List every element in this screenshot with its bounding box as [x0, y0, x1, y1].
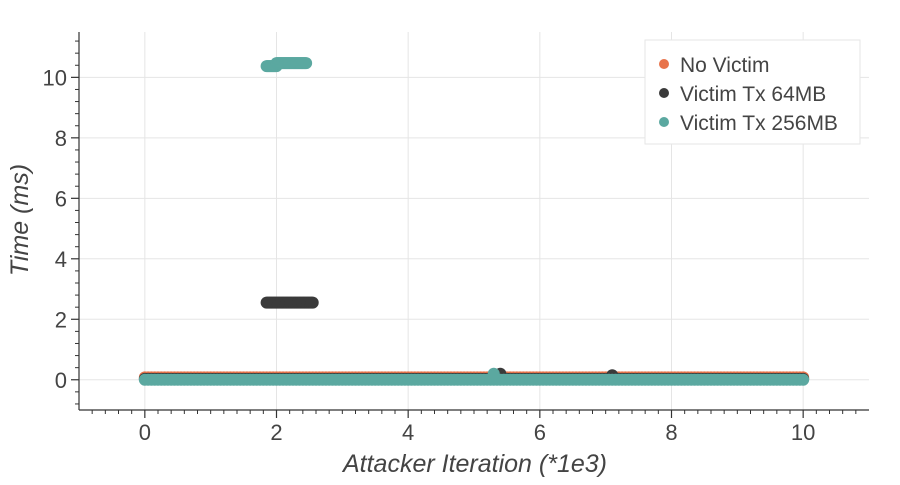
- x-tick-label: 4: [402, 420, 414, 445]
- y-tick-label: 0: [55, 368, 67, 393]
- data-point: [487, 367, 500, 380]
- y-tick-label: 8: [55, 126, 67, 151]
- legend-marker-victim-tx-256mb: [659, 117, 669, 127]
- data-point: [797, 373, 810, 386]
- data-point: [300, 57, 313, 70]
- x-tick-label: 8: [665, 420, 677, 445]
- legend-item-no-victim: No Victim: [659, 54, 769, 77]
- x-axis-label: Attacker Iteration (*1e3): [341, 450, 607, 478]
- legend-item-victim-tx-256mb: Victim Tx 256MB: [659, 112, 838, 135]
- data-points: [138, 57, 810, 386]
- legend-label-victim-tx-64mb: Victim Tx 64MB: [680, 83, 826, 106]
- x-tick-label: 0: [139, 420, 151, 445]
- legend-label-no-victim: No Victim: [680, 54, 769, 77]
- series-2: [138, 57, 810, 386]
- legend-frame: [644, 39, 861, 145]
- x-tick-label: 2: [270, 420, 282, 445]
- legend-marker-no-victim: [659, 59, 669, 69]
- y-tick-label: 4: [55, 247, 67, 272]
- legend-item-victim-tx-64mb: Victim Tx 64MB: [659, 83, 826, 106]
- y-tick-label: 2: [55, 307, 67, 332]
- axes: 0 2 4 6 8 10 0 2 4 6 8 10: [43, 32, 869, 445]
- legend: No Victim Victim Tx 64MB Victim Tx 256MB: [644, 39, 861, 145]
- y-tick-label: 6: [55, 186, 67, 211]
- x-tick-label: 10: [791, 420, 815, 445]
- legend-marker-victim-tx-64mb: [659, 88, 669, 98]
- y-axis-label: Time (ms): [6, 164, 34, 276]
- data-point: [306, 296, 319, 309]
- x-tick-label: 6: [534, 420, 546, 445]
- y-tick-label: 10: [43, 65, 67, 90]
- legend-label-victim-tx-256mb: Victim Tx 256MB: [680, 112, 838, 135]
